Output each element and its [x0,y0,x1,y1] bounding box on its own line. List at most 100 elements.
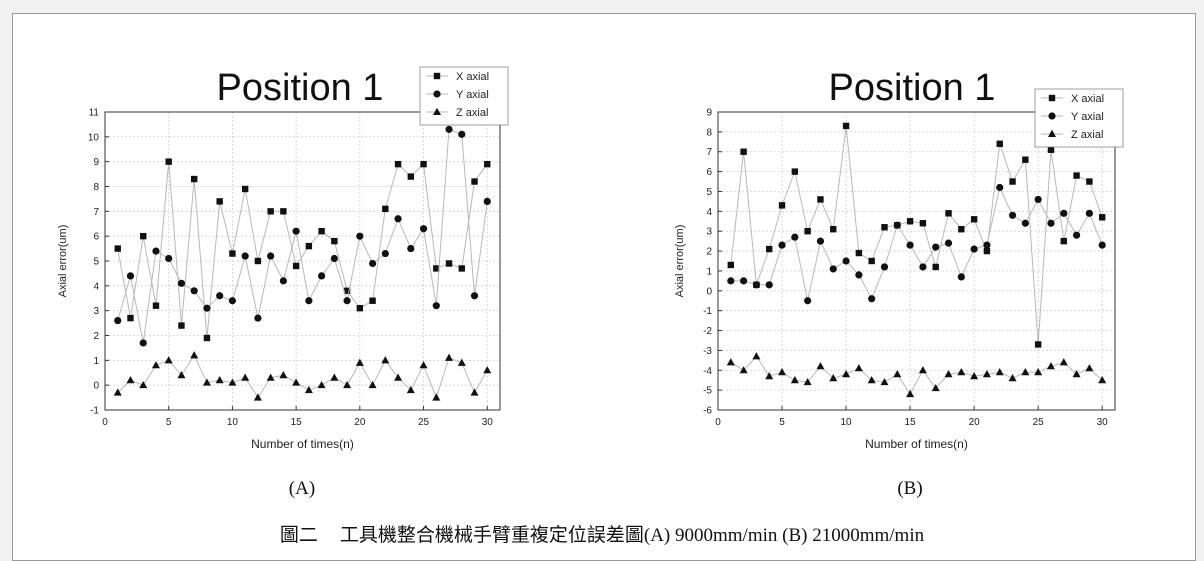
y-tick-label: 5 [706,187,712,198]
data-point-z-axial [1072,370,1081,378]
data-point-z-axial [432,393,441,401]
data-point-y-axial [804,297,812,305]
data-point-y-axial [114,317,122,325]
data-point-x-axial [932,263,939,271]
data-point-y-axial [1008,211,1017,219]
y-axis-label: Axial error(um) [57,225,69,298]
y-tick-label: 10 [88,132,100,143]
data-point-y-axial [419,225,428,233]
data-point-y-axial [394,215,402,223]
x-tick-label: 0 [102,417,108,428]
data-point-z-axial [970,372,979,380]
data-point-x-axial [970,216,978,223]
x-tick-label: 10 [841,417,853,428]
data-point-z-axial [1046,362,1055,370]
data-point-z-axial [1085,364,1094,372]
legend-label-z-axial: Z axial [456,107,488,119]
data-point-x-axial [881,224,888,231]
y-tick-label: 1 [93,356,99,367]
legend-marker-x-axial [433,72,441,80]
data-point-x-axial [343,287,351,294]
x-tick-label: 20 [354,417,366,428]
data-point-y-axial [983,241,991,249]
x-tick-label: 15 [291,417,303,428]
data-point-y-axial [880,263,889,271]
data-point-x-axial [1098,214,1106,221]
data-point-z-axial [944,370,953,378]
legend-marker-y-axial [1048,112,1056,120]
x-tick-label: 30 [1097,417,1109,428]
data-point-x-axial [369,297,376,304]
y-tick-label: 3 [93,306,99,317]
data-point-z-axial [368,380,377,389]
data-point-y-axial [203,304,211,312]
data-point-x-axial [292,262,300,270]
chart-panel-b: -6 -5 -4 -3 -2 -1 0 1 2 3 4 5 6 7 8 9 0 5 10 15 20 25 30 Number… [674,67,1124,451]
data-point-y-axial [279,277,287,285]
data-point-x-axial [778,202,786,209]
x-axis-label: Number of times(n) [865,437,968,451]
data-point-z-axial [790,376,799,384]
data-point-z-axial [330,373,339,381]
data-point-x-axial [420,160,427,168]
data-point-y-axial [318,272,326,280]
data-point-y-axial [791,233,799,241]
y-tick-label: 9 [706,108,712,119]
data-point-y-axial [829,265,837,273]
data-point-y-axial [778,241,786,249]
figure-caption-text: 工具機整合機械手臂重複定位誤差圖(A) 9000mm/min (B) 21000… [339,525,925,546]
data-point-z-axial [355,358,364,366]
data-point-x-axial [394,160,402,168]
data-point-z-axial [266,373,275,381]
data-point-y-axial [855,271,863,279]
data-point-x-axial [114,245,121,252]
data-point-z-axial [470,388,479,396]
data-point-x-axial [1086,178,1093,185]
plot-frame [717,111,1116,411]
legend-marker-z-axial [433,107,441,115]
y-tick-label: 7 [93,207,99,218]
data-point-x-axial [241,185,249,193]
data-point-x-axial [958,226,965,233]
data-point-x-axial [178,322,185,329]
data-point-x-axial [331,237,338,245]
data-point-y-axial [727,277,735,285]
data-point-z-axial [304,385,313,394]
data-point-y-axial [1072,231,1081,239]
data-point-x-axial [203,334,211,342]
legend: X axial Y axial Z axial [1034,88,1124,148]
data-point-x-axial [484,160,491,168]
legend: X axial Y axial Z axial [419,66,509,126]
y-tick-label: -1 [703,306,712,317]
y-tick-label: -4 [703,366,712,377]
legend-marker-y-axial [433,90,441,98]
data-point-y-axial [445,125,453,133]
x-axis-label: Number of times(n) [251,437,354,451]
y-tick-label: -6 [703,406,712,417]
data-point-z-axial [394,373,403,381]
data-point-z-axial [1008,374,1017,382]
y-tick-label: -3 [703,346,712,357]
data-point-z-axial [241,373,250,381]
legend-label-z-axial: Z axial [1071,129,1103,141]
data-point-x-axial [433,265,440,272]
data-point-y-axial [970,245,978,253]
data-point-y-axial [1060,209,1068,217]
data-point-x-axial [445,260,453,267]
legend-label-y-axial: Y axial [1071,111,1104,123]
legend-label-x-axial: X axial [456,71,489,83]
data-point-z-axial [816,362,825,370]
legend-marker-x-axial [1048,94,1056,102]
data-point-y-axial [190,287,198,295]
x-tick-label: 5 [166,417,172,428]
data-point-z-axial [1059,358,1068,366]
data-point-z-axial [292,378,301,386]
y-tick-label: 5 [93,257,99,268]
data-point-z-axial [995,368,1004,376]
data-point-z-axial [419,361,428,369]
data-point-y-axial [165,254,173,263]
data-point-y-axial [330,254,338,263]
data-point-y-axial [957,273,965,281]
data-point-y-axial [152,247,160,255]
data-point-y-axial [254,314,262,322]
